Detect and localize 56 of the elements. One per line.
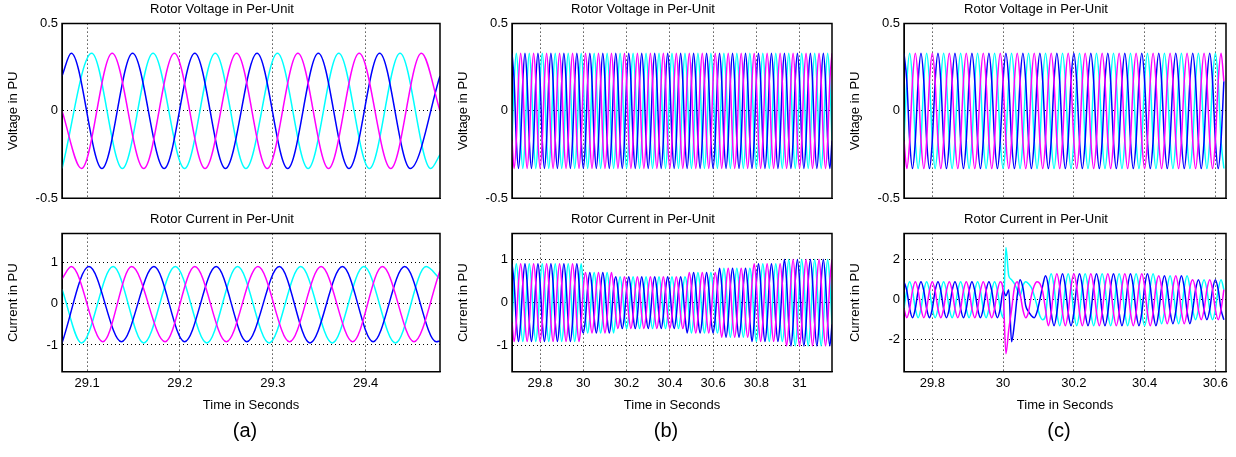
text: (a) — [231, 419, 259, 442]
x-tick-label: 30.2 — [613, 375, 640, 391]
y-tick-label: 2 — [892, 251, 900, 267]
line-series — [904, 246, 1225, 327]
y-axis-title: Voltage in PU — [455, 71, 471, 151]
x-tick-label: 30 — [576, 375, 591, 391]
y-tick-label: 0 — [500, 102, 508, 118]
x-tick-label: 29.2 — [167, 375, 193, 391]
y-axis-title: Voltage in PU — [847, 71, 863, 151]
chart-title: Rotor Current in Per-Unit — [150, 211, 295, 227]
y-axis-title: Current in PU — [847, 263, 863, 343]
chart-title: Rotor Voltage in Per-Unit — [571, 1, 716, 17]
x-tick-label: 31 — [792, 375, 807, 391]
y-axis-title: Voltage in PU — [5, 71, 21, 151]
x-tick-label: 30.2 — [1061, 375, 1087, 391]
y-tick-label: -0.5 — [35, 189, 58, 205]
chart-title: Rotor Current in Per-Unit — [571, 211, 716, 227]
y-axis-title: Current in PU — [455, 263, 471, 343]
x-tick-label: 30 — [995, 375, 1011, 391]
y-tick-label: 0.5 — [489, 15, 508, 31]
x-tick-label: 29.1 — [74, 375, 100, 391]
chart-title: Rotor Voltage in Per-Unit — [150, 1, 295, 17]
line-series — [512, 258, 832, 347]
y-tick-label: 0 — [892, 102, 900, 118]
x-axis-title: Time in Seconds — [1016, 396, 1114, 412]
chart-title: Rotor Current in Per-Unit — [964, 211, 1109, 227]
y-tick-label: 1 — [50, 254, 58, 270]
y-tick-label: 0 — [500, 294, 508, 310]
x-tick-label: 30.6 — [700, 375, 726, 391]
y-tick-label: 0 — [892, 291, 900, 307]
text: (b) — [652, 419, 680, 442]
x-axis-title: Time in Seconds — [202, 396, 300, 412]
chart-title: Rotor Voltage in Per-Unit — [964, 1, 1109, 17]
x-axis-title: Time in Seconds — [623, 396, 721, 412]
y-tick-label: 1 — [500, 251, 508, 267]
text: (c) — [1046, 419, 1072, 442]
y-tick-label: -0.5 — [877, 189, 900, 205]
x-tick-label: 29.8 — [919, 375, 945, 391]
y-axis-title: Current in PU — [5, 263, 21, 343]
x-tick-label: 30.4 — [1131, 375, 1158, 391]
y-tick-label: 0 — [50, 295, 58, 311]
y-tick-label: -1 — [496, 337, 508, 353]
y-tick-label: 0.5 — [39, 15, 58, 31]
y-tick-label: 0 — [50, 102, 58, 118]
line-series — [904, 52, 1225, 170]
y-tick-label: -1 — [46, 336, 58, 352]
y-tick-label: 0.5 — [881, 15, 900, 31]
y-tick-label: -0.5 — [485, 189, 508, 205]
x-tick-label: 29.8 — [527, 375, 553, 391]
x-tick-label: 29.3 — [260, 375, 286, 391]
y-tick-label: -2 — [888, 331, 900, 347]
x-tick-label: 30.6 — [1202, 375, 1229, 391]
x-tick-label: 29.4 — [353, 375, 379, 391]
x-tick-label: 30.4 — [657, 375, 683, 391]
line-series — [512, 52, 832, 170]
x-tick-label: 30.8 — [743, 375, 769, 391]
